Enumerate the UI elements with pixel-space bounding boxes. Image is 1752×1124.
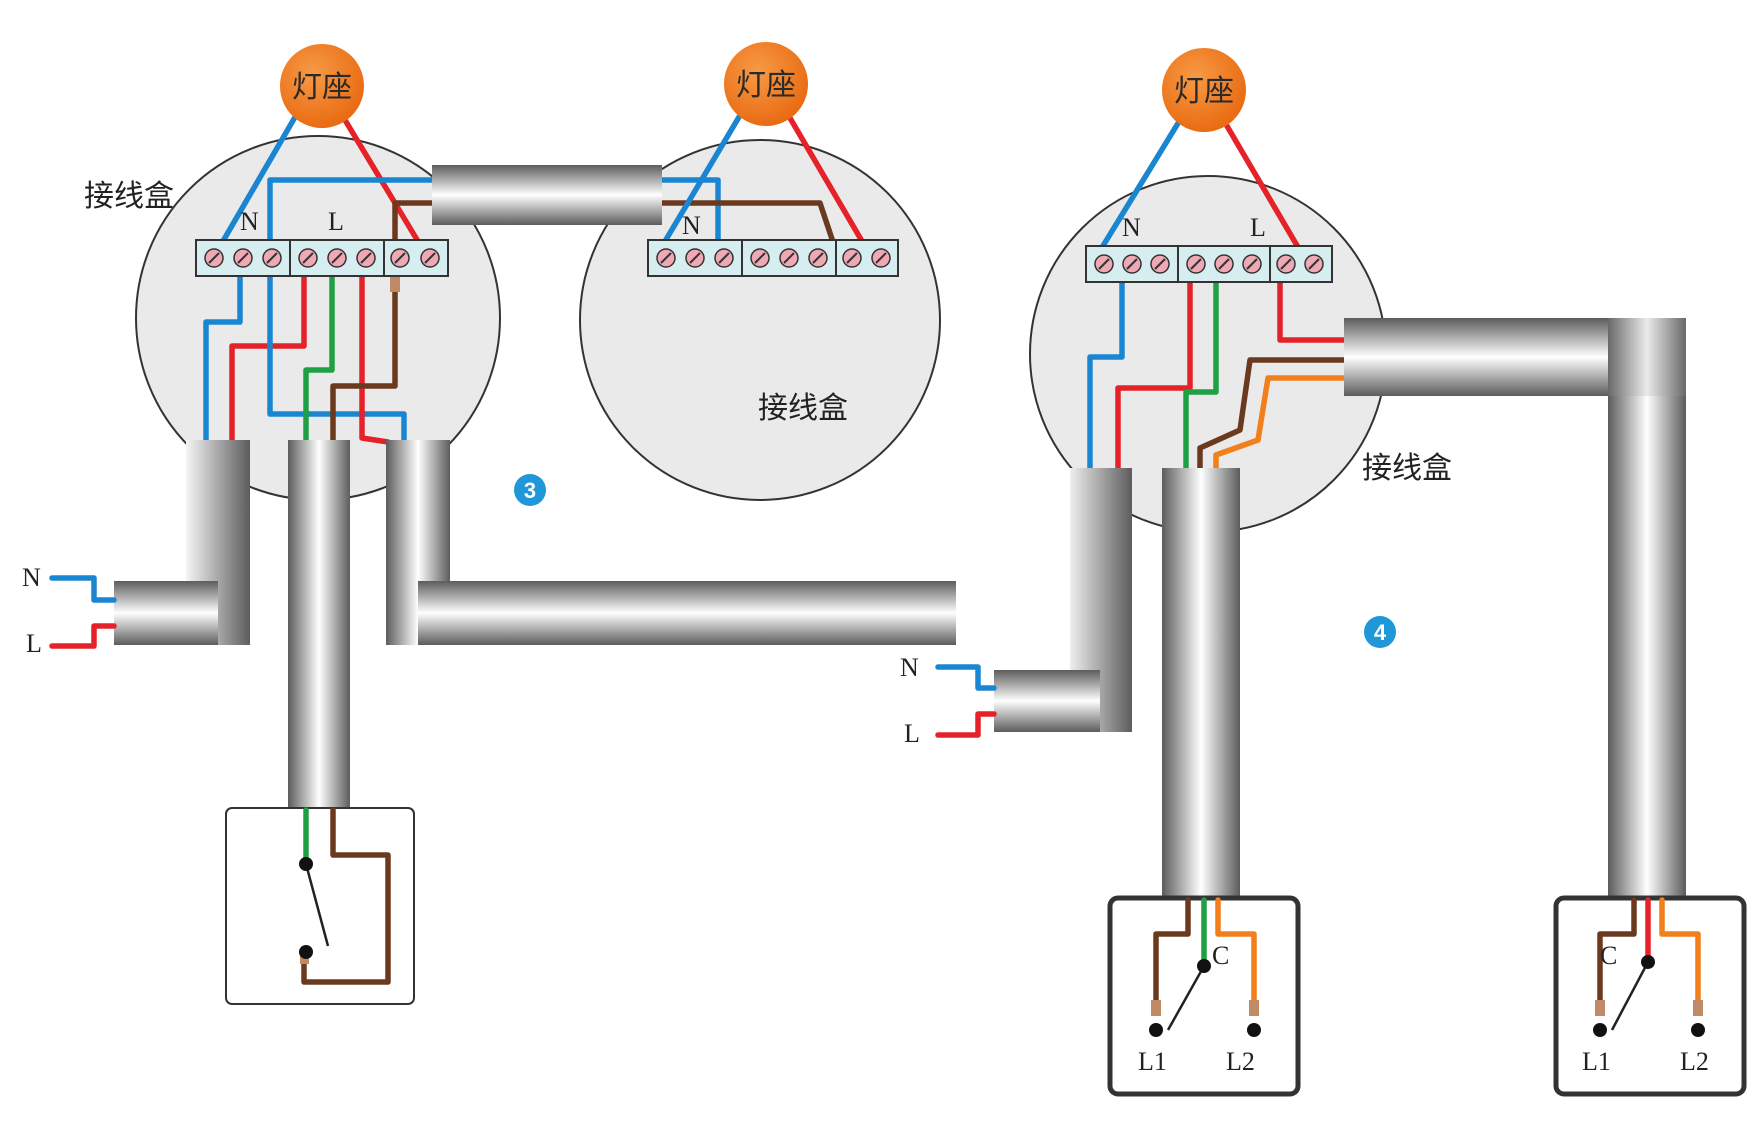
switch-4-left-c-label: C — [1212, 941, 1229, 970]
lamp-holder-2: 灯座 — [724, 42, 808, 126]
switch-4-right-tip1 — [1595, 1000, 1605, 1016]
switch-4-right-lever — [1610, 961, 1650, 1031]
lamp-holder-3: 灯座 — [1162, 48, 1246, 132]
terminal-l-label-3: L — [1250, 213, 1266, 242]
conduits-3 — [114, 165, 956, 810]
switch-4-right — [1553, 895, 1747, 1097]
switch-4-left-l1-label: L1 — [1138, 1047, 1167, 1076]
terminal-n-label-1: N — [240, 207, 259, 236]
wire-box4-supply-live — [1115, 279, 1193, 471]
lamp-holder-2-label: 灯座 — [736, 68, 796, 103]
switch-4-right-common — [1641, 955, 1655, 969]
terminal-block-3-right — [647, 239, 899, 277]
wire-box3-live-loop — [359, 273, 391, 445]
switch-3-contact-top — [299, 857, 313, 871]
supply-neutral-3 — [49, 575, 117, 603]
junction-box-label-3: 接线盒 — [1362, 451, 1452, 486]
wire-box3-switch-green — [303, 273, 335, 443]
switch-4-left-l2-label: L2 — [1226, 1047, 1255, 1076]
switch-4-right-l1-contact — [1593, 1023, 1607, 1037]
wire-box4-traveller-brown — [1197, 357, 1347, 471]
switch-4-right-orange — [1659, 897, 1701, 1003]
conduit-corner-shade — [1608, 318, 1686, 396]
wire-lamp2-live — [787, 115, 869, 251]
supply-n-label-3: N — [22, 563, 41, 592]
switch-4-right-l1-label: L1 — [1582, 1047, 1611, 1076]
wire-box4-switch-green — [1183, 279, 1219, 471]
conduit-elbow-4 — [994, 468, 1132, 732]
wires-4 — [1087, 117, 1347, 471]
junction-box-label-2: 接线盒 — [758, 391, 848, 426]
switch-4-left-lever — [1166, 965, 1206, 1031]
terminal-n-label-2: N — [682, 211, 701, 240]
lamp-holder-1-label: 灯座 — [292, 70, 352, 105]
switch-4-left-tip1 — [1151, 1000, 1161, 1016]
step-badge-4-label: 4 — [1374, 620, 1387, 645]
switch-3-brown — [301, 807, 391, 985]
conduit-supply-horizontal-4 — [994, 670, 1100, 732]
wire-box3-switch-brown — [330, 273, 398, 443]
switch-4-right-l2-label: L2 — [1680, 1047, 1709, 1076]
lamp-holder-3-label: 灯座 — [1174, 74, 1234, 109]
step-badge-4: 4 — [1364, 616, 1396, 648]
terminal-n-label-3: N — [1122, 213, 1141, 242]
wire-box3-neutral-loop — [267, 273, 407, 443]
conduit-switch1-drop — [1162, 468, 1240, 898]
conduit-box-link — [432, 165, 662, 225]
terminal-block-4 — [1085, 245, 1333, 283]
conduit-switch-drop — [288, 440, 350, 810]
switch-4-right-tip2 — [1693, 1000, 1703, 1016]
conduit-top-horizontal-4 — [1344, 318, 1638, 396]
supply-live-3 — [49, 623, 117, 649]
switch-4-left — [1107, 895, 1301, 1097]
switch-4-left-l1-contact — [1149, 1023, 1163, 1037]
wire-box3-supply-neutral — [203, 273, 243, 443]
wire-lamp3-live — [1224, 123, 1305, 257]
supply-l-label-3: L — [26, 629, 42, 658]
supply-neutral-4 — [935, 664, 997, 691]
conduit-long-horizontal — [418, 581, 956, 645]
conduit-supply-horizontal — [114, 581, 218, 645]
switch-4-right-brown — [1597, 897, 1637, 1003]
wire-tip — [390, 276, 400, 292]
switch-3-contact-bottom — [299, 945, 313, 959]
switch-4-left-tip2 — [1249, 1000, 1259, 1016]
supply-n-label-4: N — [900, 653, 919, 682]
terminal-block-3-left — [195, 239, 449, 277]
switch-3 — [225, 807, 415, 1005]
switch-3-lever — [304, 863, 330, 947]
lamp-holder-1: 灯座 — [280, 44, 364, 128]
switch-4-left-brown — [1153, 897, 1191, 1003]
step-badge-3: 3 — [514, 474, 546, 506]
switch-4-left-common — [1197, 959, 1211, 973]
step-badge-3-label: 3 — [524, 478, 536, 503]
terminal-l-label-1: L — [328, 207, 344, 236]
conduit-right-vertical-4 — [1608, 360, 1686, 898]
wire-lamp3-neutral — [1095, 117, 1183, 257]
supply-l-label-4: L — [904, 719, 920, 748]
wire-box4-traveller-orange — [1213, 375, 1347, 471]
switch-4-right-l2-contact — [1691, 1023, 1705, 1037]
junction-box-label-1: 接线盒 — [84, 179, 174, 214]
switch-4-left-l2-contact — [1247, 1023, 1261, 1037]
switch-4-right-c-label: C — [1600, 941, 1617, 970]
wire-box4-supply-neutral — [1087, 279, 1125, 471]
wire-lamp1-neutral — [216, 109, 301, 251]
wire-box4-live-out — [1277, 279, 1347, 343]
wire-lamp1-live — [342, 117, 425, 251]
conduits-4 — [994, 318, 1686, 898]
supply-live-4 — [935, 711, 997, 738]
switch-4-left-orange — [1215, 897, 1257, 1003]
wire-lamp2-neutral — [658, 109, 745, 251]
